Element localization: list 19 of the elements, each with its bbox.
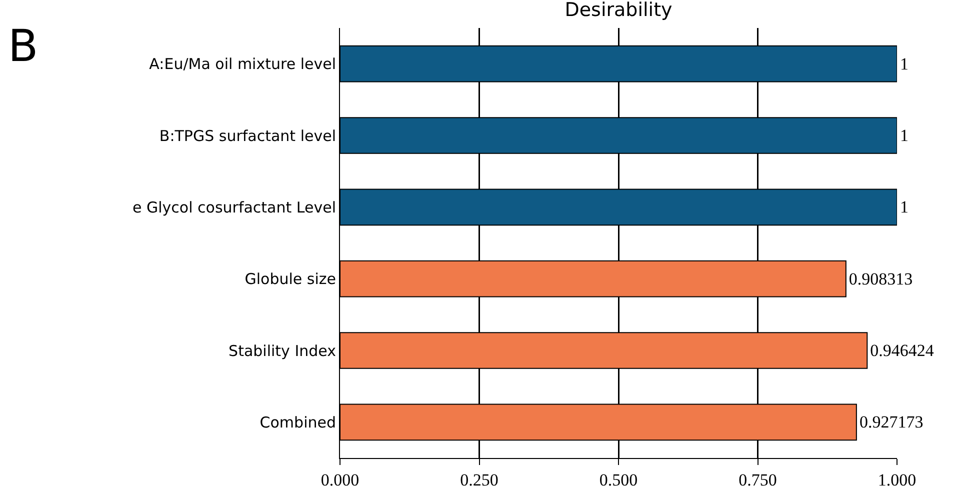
- chart-title: Desirability: [564, 0, 672, 21]
- x-tick-label: 0.000: [320, 470, 360, 490]
- data-label: 1: [900, 198, 908, 217]
- data-label: 1: [900, 54, 908, 74]
- y-tick-label: Stability Index: [228, 342, 336, 360]
- x-tick-label: 0.250: [460, 470, 498, 490]
- y-tick-label: B:TPGS surfactant level: [159, 126, 336, 145]
- text: B: [8, 21, 38, 72]
- y-tick-label: Globule size: [244, 270, 336, 288]
- data-label: 0.946424: [870, 341, 934, 360]
- x-tick-label: 0.750: [738, 470, 777, 490]
- x-tick-label: 1.000: [878, 470, 916, 490]
- y-tick-label: Combined: [260, 413, 336, 432]
- y-tick-label: A:Eu/Ma oil mixture level: [149, 55, 336, 74]
- x-tick-label: 0.500: [599, 470, 638, 490]
- y-tick-label: e Glycol cosurfactant Level: [132, 198, 336, 216]
- data-label: 0.908313: [848, 269, 913, 288]
- data-label: 1: [900, 126, 908, 145]
- data-label: 0.927173: [859, 412, 924, 432]
